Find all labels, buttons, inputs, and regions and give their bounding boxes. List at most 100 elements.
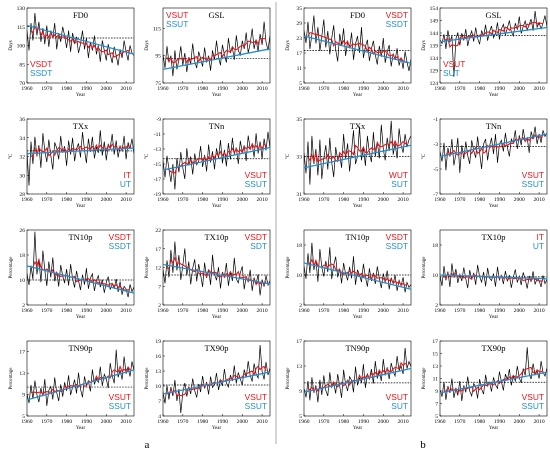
y-tick-label: 5 (299, 81, 302, 87)
x-tick-label: 2000 (237, 197, 248, 203)
y-tick-label: 35 (296, 6, 302, 12)
y-tick-label: 10 (155, 384, 161, 390)
x-tick-label: 1970 (41, 197, 52, 203)
trend-label-secondary: SSDT (386, 19, 408, 29)
y-tick-label: 35 (296, 117, 302, 123)
y-tick-label: 7 (158, 284, 161, 290)
x-tick-label: 2010 (533, 419, 544, 425)
chart-title: TNn (209, 121, 225, 131)
moving-average-line (443, 134, 544, 157)
x-tick-label: 1970 (454, 197, 465, 203)
chart-title: TX10p (204, 232, 228, 242)
y-tick-label: 2 (435, 303, 438, 309)
plot-area (304, 120, 411, 185)
plot-area (440, 10, 547, 77)
trend-label-primary: VSDT (386, 232, 408, 242)
x-tick-label: 2000 (378, 419, 389, 425)
x-tick-label: 1960 (157, 308, 168, 314)
y-tick-label: 2 (299, 303, 302, 309)
trend-label-secondary: SSUT (109, 401, 131, 411)
chart-a-tx10p: TX10p 2 7 12 17 22 1960 1970 1980 1990 2000 2010 Yea… (145, 228, 271, 320)
plot-frame (162, 118, 271, 195)
x-tick-label: 1960 (21, 86, 32, 92)
moving-average-line (166, 142, 267, 174)
trend-line (440, 133, 547, 158)
trend-label-secondary: SSUT (166, 19, 188, 29)
trend-label-secondary: SDT (250, 241, 267, 251)
x-tick-label: 1970 (454, 308, 465, 314)
x-tick-label: 1960 (298, 419, 309, 425)
x-tick-label: 2000 (237, 419, 248, 425)
x-axis-label: Year (353, 315, 363, 320)
trend-line (304, 35, 411, 64)
chart-title: TX10p (481, 232, 505, 242)
y-tick-label: 17 (19, 350, 25, 356)
chart-b-fd0: FD0 5 11 17 23 29 35 1960 1970 1980 1990 2000 2010 Ye… (286, 6, 412, 98)
trend-label-primary: VSDT (386, 10, 408, 20)
y-tick-label: 5 (435, 414, 438, 420)
trend-label-secondary: SSUT (245, 179, 267, 189)
x-tick-label: 2000 (237, 308, 248, 314)
trend-line (304, 144, 411, 169)
x-tick-label: 2000 (101, 308, 112, 314)
chart-title: GSL (485, 10, 501, 20)
x-tick-label: 1990 (358, 86, 369, 92)
chart-b-tx10p: TX10p 2 10 18 1960 1970 1980 1990 2000 2010 Year Pe… (422, 229, 548, 320)
x-axis-label: Year (76, 204, 86, 209)
x-tick-label: 1970 (177, 308, 188, 314)
y-tick-label: 10 (296, 273, 302, 279)
y-tick-label: 10 (432, 273, 438, 279)
y-tick-label: 85 (19, 62, 25, 68)
x-axis-label: Year (353, 93, 363, 98)
plot-frame (26, 229, 135, 306)
trend-label-primary: VSUT (245, 170, 267, 180)
trend-line (163, 263, 270, 285)
trend-label-secondary: SSDT (30, 68, 52, 78)
moving-average-line (307, 32, 408, 64)
x-tick-label: 1960 (21, 308, 32, 314)
x-tick-label: 1980 (338, 419, 349, 425)
trend-line (163, 48, 270, 71)
y-axis-label: Percentage (422, 367, 427, 390)
x-tick-label: 2010 (256, 86, 267, 92)
moving-average-line (30, 25, 131, 58)
plot-area (163, 21, 270, 77)
x-tick-label: 2010 (533, 86, 544, 92)
chart-b-tx90p: TX90p 5 7 9 11 13 15 17 1960 1970 1980 1990 2000 2010… (422, 339, 548, 431)
chart-title: GSL (208, 10, 224, 20)
x-tick-label: 1990 (358, 308, 369, 314)
y-tick-label: 5 (22, 414, 25, 420)
x-tick-label: 2010 (256, 197, 267, 203)
y-tick-label: 134 (430, 56, 439, 62)
y-axis-label: Days (145, 40, 150, 50)
x-tick-label: 1980 (338, 197, 349, 203)
x-tick-label: 1980 (474, 308, 485, 314)
x-axis-label: Year (76, 426, 86, 431)
chart-a-fd0: FD0 70 85 100 115 130 1960 1970 1980 1990 2000 2010… (9, 6, 135, 98)
plot-area (163, 241, 270, 296)
x-tick-label: 1960 (157, 419, 168, 425)
trend-label-primary: VSDT (109, 232, 131, 242)
x-tick-label: 1960 (434, 197, 445, 203)
trend-label-secondary: SSDT (386, 241, 408, 251)
x-axis-label: Year (489, 93, 499, 98)
trend-line (163, 371, 270, 395)
y-axis-label: °C (422, 153, 427, 159)
x-tick-label: 2000 (514, 419, 525, 425)
y-tick-label: 15 (432, 352, 438, 358)
x-tick-label: 2010 (120, 197, 131, 203)
panel-label-b: b (420, 439, 426, 451)
y-axis-label: Days (286, 40, 291, 50)
x-tick-label: 1960 (298, 86, 309, 92)
x-tick-label: 1970 (454, 86, 465, 92)
y-tick-label: 19 (155, 339, 161, 345)
chart-b-tn10p: TN10p 2 10 18 1960 1970 1980 1990 2000 2010 Year Pe… (286, 229, 412, 320)
y-axis-label: Percentage (9, 256, 14, 279)
x-tick-label: 1970 (454, 419, 465, 425)
y-tick-label: 28 (19, 192, 25, 198)
y-tick-label: 18 (432, 243, 438, 249)
x-tick-label: 2000 (514, 308, 525, 314)
x-axis-label: Year (212, 315, 222, 320)
x-tick-label: 2000 (237, 86, 248, 92)
y-tick-label: -11 (154, 132, 161, 138)
